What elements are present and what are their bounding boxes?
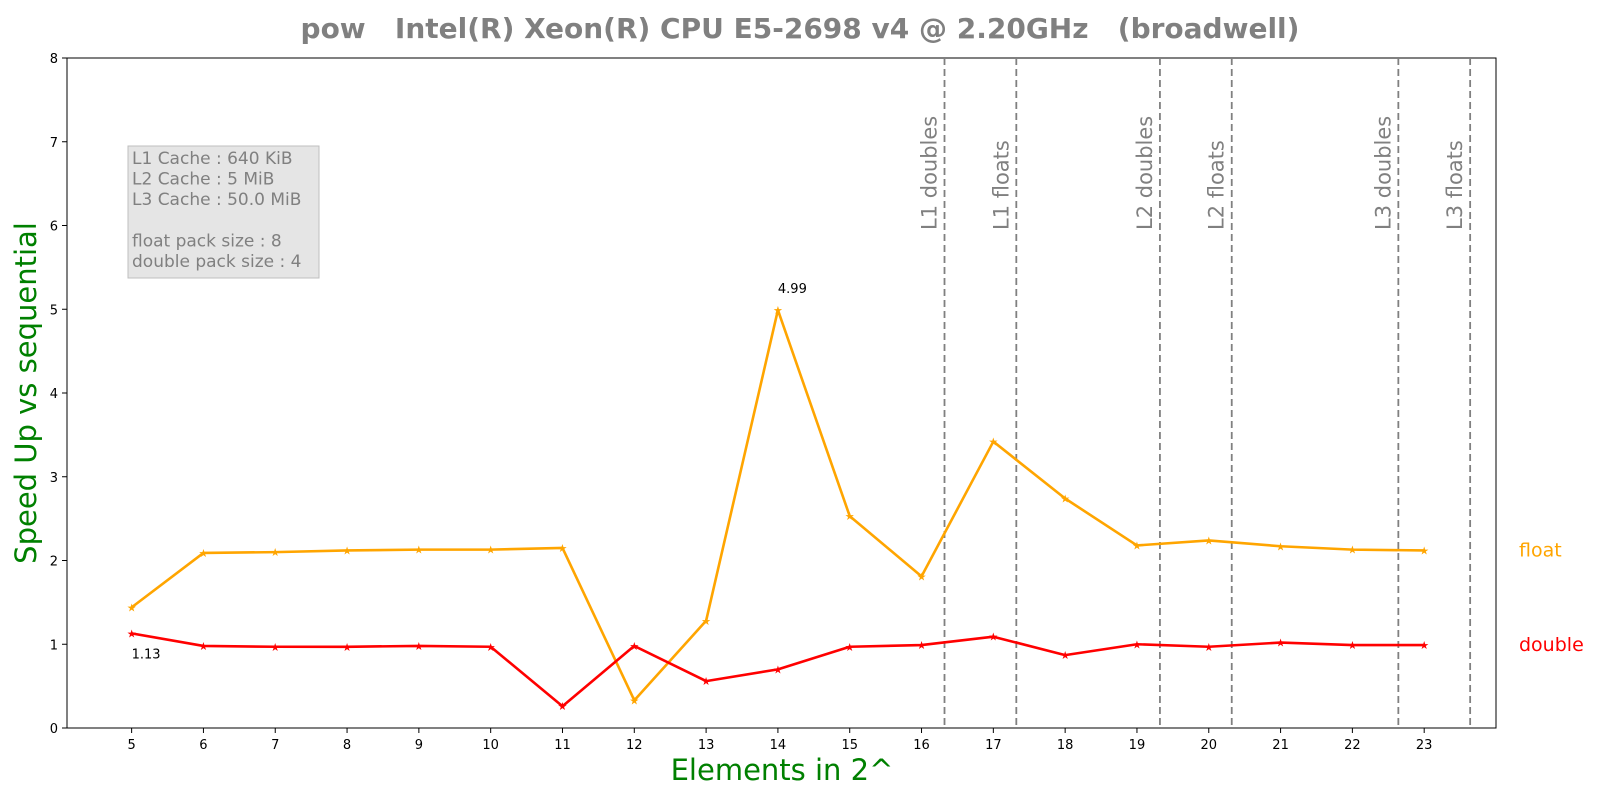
x-tick-label: 11 (554, 738, 571, 753)
x-tick-label: 6 (199, 738, 207, 753)
x-tick-label: 16 (913, 738, 930, 753)
data-point: ★ (988, 436, 998, 449)
y-tick-label: 8 (50, 52, 58, 67)
data-point: ★ (1204, 534, 1214, 547)
cache-line-label: L3 doubles (1371, 116, 1395, 230)
series-line-float (130, 308, 1425, 702)
data-point: ★ (486, 641, 496, 654)
x-tick-label: 17 (985, 738, 1002, 753)
data-point: ★ (629, 640, 639, 653)
x-tick-label: 21 (1272, 738, 1289, 753)
x-tick-label: 20 (1200, 738, 1217, 753)
data-point: ★ (1276, 637, 1286, 650)
y-tick-label: 1 (50, 638, 58, 653)
x-axis-ticks: 5 6 7 8 9 10 11 12 13 14 15 16 17 18 19 20 21 22 23 (127, 728, 1432, 753)
data-point: ★ (558, 542, 568, 555)
y-tick-label: 5 (50, 303, 58, 318)
data-point: ★ (1419, 544, 1429, 557)
series-layer: ★ ★ ★ ★ ★ ★ ★ ★ ★ ★ ★ ★ ★ ★ ★ ★ ★ ★ ★ ★ ★ ★ ★ ★ ★ ★ ★ ★ ★ ★ ★ ★ ★ ★ ★ ★ ★ ★ (127, 304, 1430, 713)
cache-line-label: L1 floats (989, 140, 1013, 230)
data-point: ★ (1060, 649, 1070, 662)
data-point: ★ (1132, 638, 1142, 651)
x-tick-label: 22 (1344, 738, 1361, 753)
value-annotation: 4.99 (778, 282, 807, 297)
chart-title: pow Intel(R) Xeon(R) CPU E5-2698 v4 @ 2.… (301, 12, 1300, 45)
data-point: ★ (917, 570, 927, 583)
cache-boundary-lines: L1 doubles L1 floats L2 doubles L2 floats L3… (918, 58, 1472, 728)
data-point: ★ (845, 510, 855, 523)
data-point: ★ (701, 675, 711, 688)
data-point: ★ (1060, 493, 1070, 506)
data-point: ★ (270, 546, 280, 559)
data-point: ★ (1276, 540, 1286, 553)
x-tick-label: 8 (343, 738, 351, 753)
data-point: ★ (486, 544, 496, 557)
x-tick-label: 19 (1129, 738, 1146, 753)
series-line-double (131, 632, 1425, 708)
x-tick-label: 18 (1057, 738, 1074, 753)
x-axis-label: Elements in 2^ (671, 753, 894, 787)
y-tick-label: 2 (50, 555, 58, 570)
data-point: ★ (1347, 544, 1357, 557)
y-tick-label: 0 (50, 722, 58, 737)
y-tick-label: 6 (50, 220, 58, 235)
x-tick-label: 5 (127, 738, 135, 753)
x-tick-label: 15 (841, 738, 858, 753)
data-point: ★ (414, 544, 424, 557)
data-point: ★ (988, 631, 998, 644)
data-point: ★ (414, 640, 424, 653)
data-point: ★ (701, 615, 711, 628)
info-line: float pack size : 8 (132, 231, 282, 251)
series-label-double: double (1519, 634, 1584, 656)
y-axis-label: Speed Up vs sequential (9, 222, 43, 564)
data-point: ★ (629, 694, 639, 707)
info-line: double pack size : 4 (132, 252, 301, 272)
y-tick-label: 7 (50, 136, 58, 151)
info-line: L3 Cache : 50.0 MiB (132, 190, 301, 210)
data-point: ★ (917, 639, 927, 652)
data-point: ★ (270, 641, 280, 654)
data-point: ★ (198, 640, 208, 653)
cache-line-label: L1 doubles (918, 116, 942, 230)
data-point: ★ (1132, 539, 1142, 552)
data-point: ★ (1347, 639, 1357, 652)
data-point: ★ (1419, 639, 1429, 652)
cache-line-label: L2 floats (1205, 140, 1229, 230)
cache-line-label: L3 floats (1443, 140, 1467, 230)
y-tick-label: 3 (50, 471, 58, 486)
info-line: L1 Cache : 640 KiB (132, 149, 292, 169)
data-point: ★ (342, 641, 352, 654)
series-label-float: float (1519, 539, 1562, 561)
data-point: ★ (198, 547, 208, 560)
info-box-background (127, 145, 320, 279)
y-tick-label: 4 (50, 387, 58, 402)
x-tick-label: 9 (415, 738, 423, 753)
data-point: ★ (127, 627, 137, 640)
x-tick-label: 14 (770, 738, 787, 753)
data-point: ★ (773, 304, 783, 317)
x-tick-label: 23 (1416, 738, 1433, 753)
x-tick-label: 12 (626, 738, 643, 753)
x-tick-label: 10 (482, 738, 499, 753)
data-point: ★ (342, 544, 352, 557)
data-point: ★ (845, 641, 855, 654)
series-labels: float double (1519, 539, 1584, 656)
x-tick-label: 7 (271, 738, 279, 753)
data-point: ★ (773, 663, 783, 676)
y-axis-ticks: 0 1 2 3 4 5 6 7 8 (50, 52, 67, 737)
info-line: L2 Cache : 5 MiB (132, 170, 274, 190)
data-point: ★ (1204, 641, 1214, 654)
value-annotation: 1.13 (132, 647, 161, 662)
data-point: ★ (127, 601, 137, 614)
x-tick-label: 13 (698, 738, 715, 753)
cache-line-label: L2 doubles (1133, 116, 1157, 230)
value-annotations: 4.99 1.13 (132, 282, 807, 662)
data-point: ★ (558, 700, 568, 713)
